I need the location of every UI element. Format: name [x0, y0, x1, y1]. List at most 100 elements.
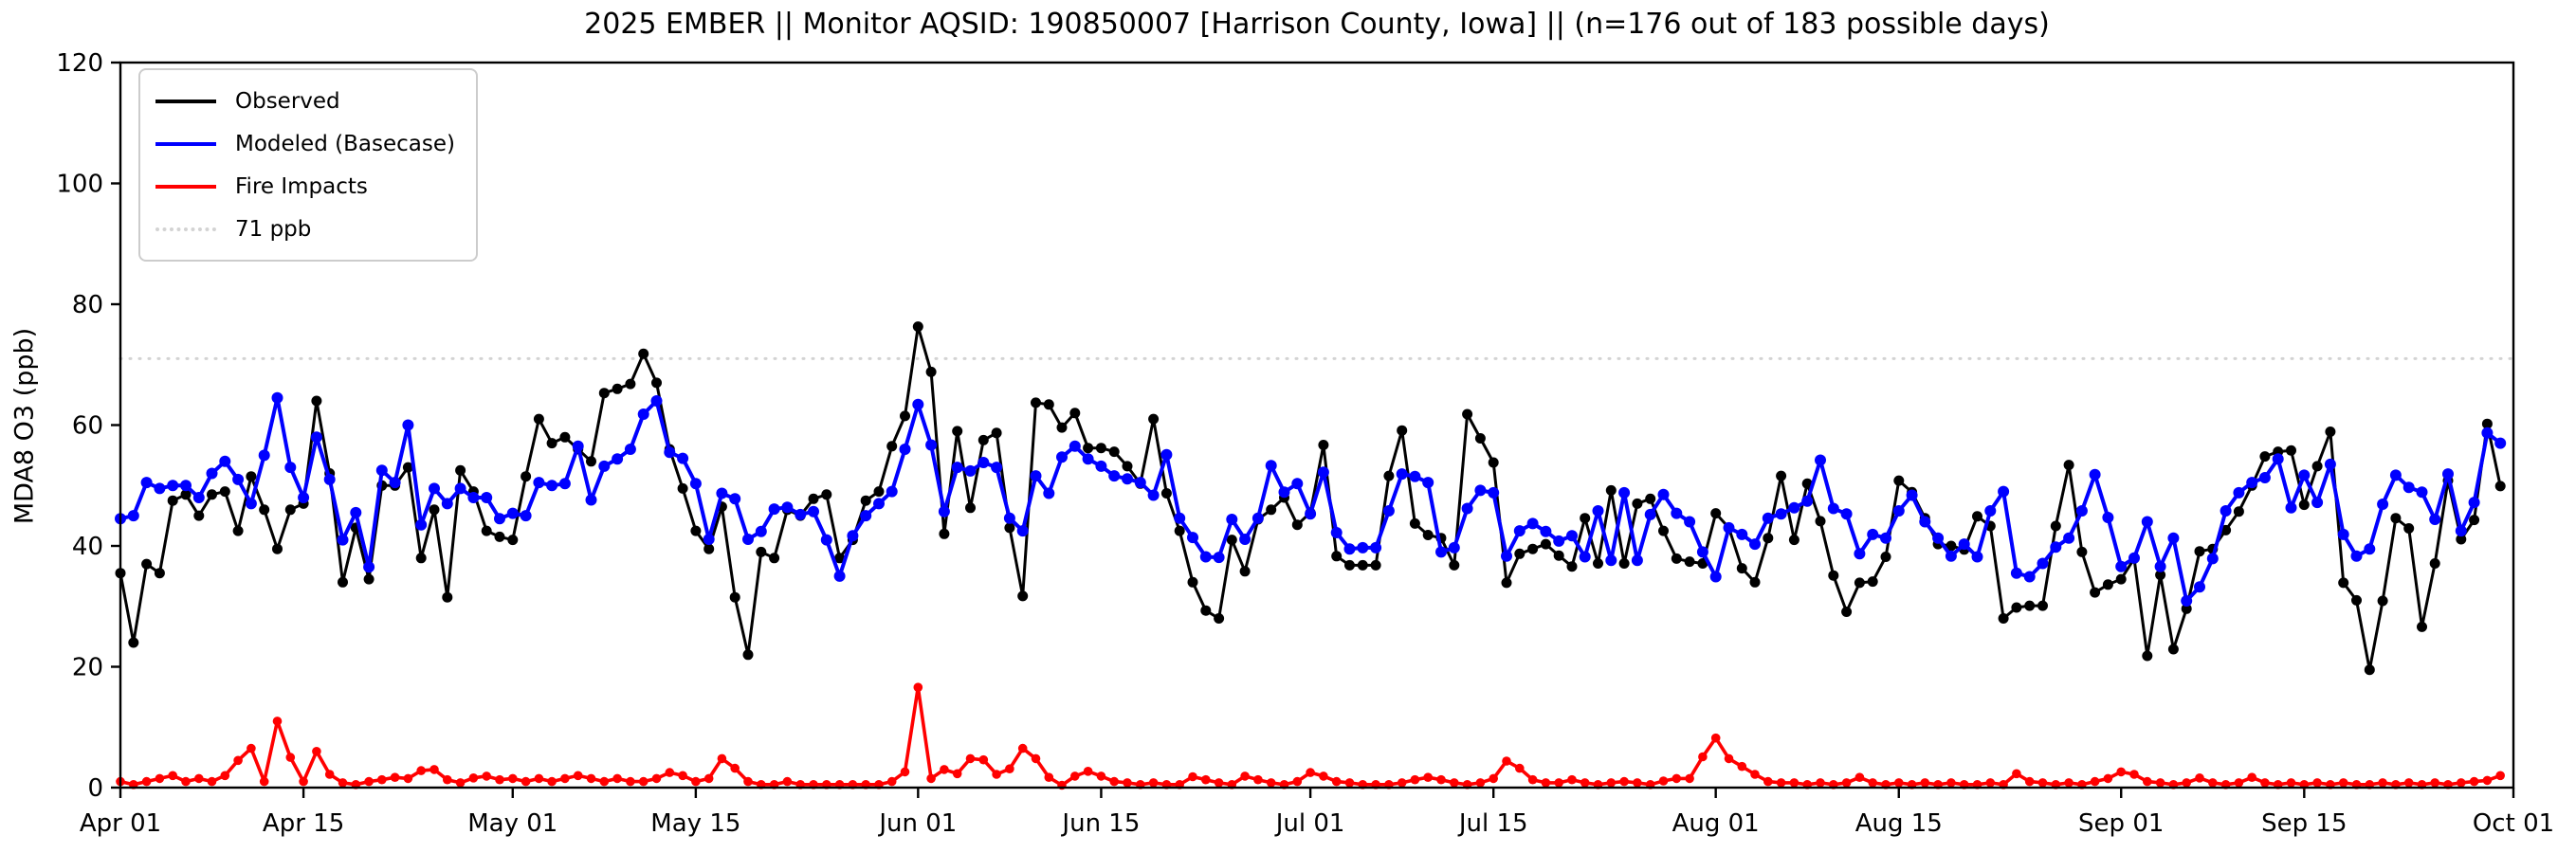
modeled-series-point — [2206, 553, 2219, 565]
observed-series-point — [207, 489, 217, 500]
x-tick-label: Apr 15 — [263, 809, 344, 838]
observed-series-point — [2115, 573, 2127, 585]
observed-series-point — [1108, 446, 1120, 458]
modeled-series-point — [520, 510, 532, 522]
fire-impacts-series-point — [285, 753, 296, 762]
fire-impacts-series-point — [1031, 753, 1041, 764]
x-tick-label: Sep 01 — [2078, 809, 2164, 838]
modeled-series-point — [1736, 528, 1748, 540]
observed-series-point — [2050, 520, 2061, 532]
modeled-series-point — [1396, 468, 1408, 481]
observed-series-point — [2090, 587, 2101, 598]
observed-series-point — [1331, 551, 1343, 562]
observed-series-point — [232, 525, 244, 536]
modeled-series-point — [1305, 508, 1317, 520]
observed-series-point — [1880, 552, 1891, 562]
modeled-series-point — [284, 462, 297, 474]
fire-impacts-series-point — [730, 763, 740, 773]
modeled-series-point — [2364, 543, 2376, 555]
fire-impacts-series-point — [2338, 778, 2348, 788]
fire-impacts-series-point — [1776, 778, 1786, 788]
modeled-series-point — [2233, 486, 2245, 499]
modeled-series-point — [1501, 550, 1512, 562]
x-tick-label: May 15 — [650, 809, 740, 838]
fire-impacts-series-point — [155, 773, 165, 784]
modeled-series-point — [1696, 546, 1708, 558]
fire-impacts-series-point — [416, 766, 427, 775]
observed-series-point — [729, 591, 740, 603]
fire-impacts-series-point — [521, 776, 531, 787]
observed-series-point — [1397, 425, 1408, 436]
fire-impacts-series-point — [651, 773, 662, 784]
modeled-series-point — [2246, 477, 2258, 489]
fire-impacts-series-point — [638, 776, 649, 787]
modeled-series-point — [598, 460, 611, 472]
modeled-series-point — [1605, 554, 1617, 567]
fire-impacts-series-point — [1789, 778, 1800, 788]
observed-series-point — [1893, 475, 1905, 486]
modeled-series-point — [533, 477, 545, 489]
modeled-series-point — [1174, 512, 1186, 524]
modeled-series-point — [716, 487, 728, 499]
observed-series-point — [2351, 594, 2362, 606]
fire-impacts-series-point — [665, 768, 675, 777]
modeled-series-point — [467, 492, 480, 503]
observed-series-point — [154, 568, 165, 579]
modeled-series-point — [964, 464, 977, 477]
fire-impacts-series-point — [1017, 743, 1028, 753]
modeled-series-point — [1984, 505, 1997, 517]
x-tick-label: Apr 01 — [80, 809, 161, 838]
observed-series-point — [2364, 664, 2375, 676]
fire-impacts-series-point — [1606, 778, 1617, 788]
fire-impacts-series-point — [1489, 773, 1498, 784]
observed-series-point — [2011, 602, 2022, 613]
modeled-series-point — [689, 478, 702, 490]
fire-impacts-series-point — [482, 771, 491, 781]
fire-impacts-series-point — [691, 776, 701, 787]
modeled-series-point — [1343, 543, 1356, 555]
observed-series-point — [925, 366, 937, 377]
modeled-series-point — [1631, 554, 1643, 567]
observed-series-point — [834, 553, 846, 564]
fire-impacts-series-point — [599, 776, 610, 787]
fire-impacts-series-point — [1266, 778, 1276, 788]
modeled-series-point — [1867, 528, 1879, 540]
fire-impacts-series-point — [1096, 771, 1106, 781]
fire-impacts-series-point — [1985, 778, 1996, 788]
fire-impacts-series-point — [299, 776, 308, 787]
legend-label-threshold: 71 ppb — [235, 216, 312, 242]
observed-series-point — [363, 573, 375, 585]
modeled-series-point — [1788, 501, 1800, 514]
legend-item-fire: Fire Impacts — [155, 165, 455, 208]
modeled-series-point — [323, 473, 336, 485]
modeled-series-point — [2429, 514, 2441, 525]
fire-impacts-series-point — [1436, 774, 1446, 785]
modeled-series-point — [389, 477, 401, 489]
observed-series-point — [1226, 535, 1237, 546]
plot-frame — [119, 61, 2515, 789]
fire-impacts-series-point — [1633, 778, 1642, 788]
observed-series-point — [598, 388, 610, 399]
modeled-series-point — [1749, 538, 1761, 551]
fire-impacts-series-point — [534, 773, 544, 784]
observed-series-point — [690, 525, 702, 536]
modeled-series-point — [258, 449, 270, 462]
modeled-series-point — [612, 453, 624, 465]
chart-title: 2025 EMBER || Monitor AQSID: 190850007 [… — [584, 8, 2050, 41]
fire-impacts-series-point — [1868, 778, 1877, 788]
observed-series-point — [1462, 408, 1473, 420]
modeled-series-point — [1880, 532, 1891, 544]
observed-series-point — [991, 427, 1002, 439]
fire-impacts-series-point — [429, 765, 439, 774]
modeled-series-point — [232, 473, 245, 485]
modeled-series-point — [402, 419, 414, 431]
modeled-series-point — [337, 534, 349, 546]
modeled-series-point — [2102, 512, 2114, 523]
observed-series-point — [1763, 533, 1774, 544]
modeled-series-point — [664, 446, 676, 459]
modeled-series-point — [1082, 453, 1094, 465]
modeled-series-point — [558, 478, 571, 490]
fire-impacts-series-point — [259, 776, 269, 787]
modeled-series-point — [167, 480, 179, 492]
fire-impacts-series-point — [1567, 774, 1577, 785]
